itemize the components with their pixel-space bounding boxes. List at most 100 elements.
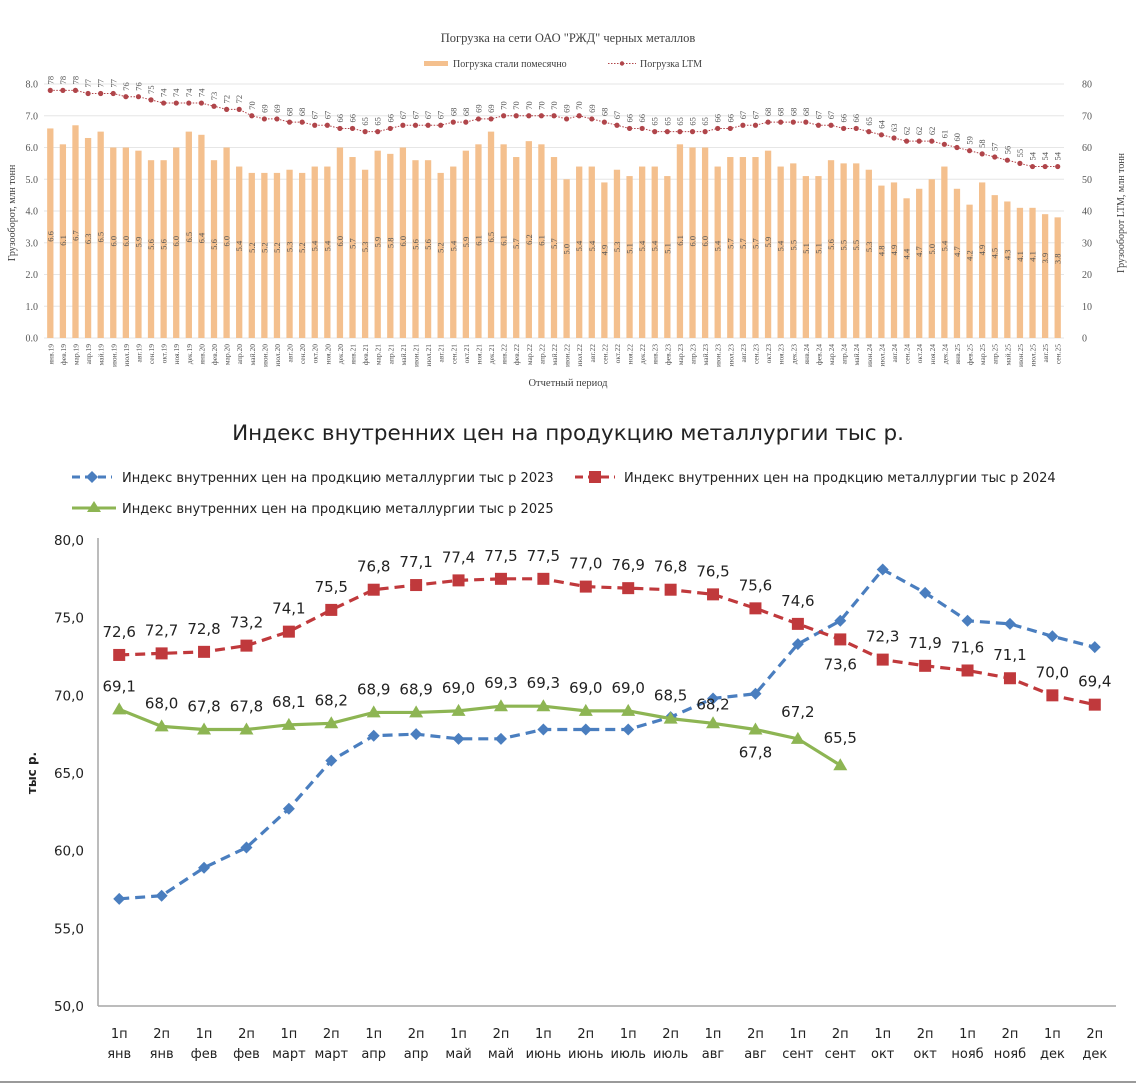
series-2024-value-label: 71,6 [951,638,984,656]
bar-value-label: 6.0 [121,236,131,247]
series-2024-point [961,664,974,677]
series-2023-point [198,861,211,874]
monthly-loading-bar [147,160,155,338]
ltm-value-label: 65 [650,117,660,126]
ltm-point [211,103,217,109]
bar-value-label: 4.5 [990,248,1000,259]
bottom-x-tick-month: апр [361,1047,386,1062]
ltm-value-label: 58 [977,139,987,148]
bottom-divider [0,1081,1136,1083]
ltm-value-label: 62 [914,127,924,136]
ltm-value-label: 68 [461,108,471,117]
ltm-value-label: 65 [688,117,698,126]
bar-value-label: 5.4 [310,240,320,251]
ltm-point [173,100,179,106]
top-x-tick-label: мар.24 [827,344,836,365]
series-2025-value-label: 68,5 [654,687,687,705]
top-x-tick-label: дек.20 [336,344,345,364]
monthly-loading-bar [538,144,545,338]
series-2023-point [282,802,295,815]
top-y2-tick-label: 30 [1082,238,1092,249]
ltm-point [198,100,205,106]
series-2025-value-label: 69,0 [569,679,602,697]
ltm-point [966,148,973,154]
ltm-point [161,100,167,106]
series-2025-value-label: 69,3 [527,674,560,692]
ltm-point [526,113,532,119]
bottom-x-tick-half: 1п [365,1027,382,1042]
bottom-x-tick-month: дек [1082,1047,1107,1062]
bar-value-label: 5.7 [549,238,559,249]
monthly-loading-bar [349,157,356,338]
ltm-point [652,129,658,135]
ltm-value-label: 70 [247,101,257,110]
legend-2024-square-icon [589,471,601,483]
bar-value-label: 6.1 [675,235,685,246]
bar-value-label: 5.8 [385,237,395,248]
monthly-loading-bar [916,188,923,338]
monthly-loading-bar [840,163,847,338]
top-x-tick-label: ноя.19 [172,344,181,365]
legend-2023-label: Индекс внутренних цен на продкцию металл… [122,471,554,486]
monthly-loading-bar [487,131,495,338]
bar-value-label: 5.6 [410,239,420,250]
series-2025-point [366,705,381,718]
bar-value-label: 4.9 [599,245,609,256]
bar-value-label: 5.4 [713,240,723,251]
bottom-x-tick-month: фев [191,1047,218,1062]
ltm-point [979,151,985,157]
bottom-y-tick-label: 75,0 [54,611,84,627]
bar-value-label: 6.1 [536,235,546,246]
ltm-point [677,129,683,135]
monthly-loading-bar [286,169,293,338]
bar-value-label: 5.2 [259,242,269,253]
top-y-tick-label: 6.0 [26,143,39,154]
top-y2-tick-label: 80 [1082,80,1092,91]
bar-value-label: 5.1 [813,243,823,254]
top-x-tick-label: мар.20 [223,344,232,365]
series-2025-point [748,722,763,735]
series-2025-value-label: 68,2 [696,695,729,713]
ltm-point [727,125,733,132]
ltm-value-label: 78 [58,76,68,85]
ltm-value-label: 66 [851,114,861,123]
series-2024-point [494,572,507,585]
ltm-point [563,116,570,122]
ltm-point [85,90,91,97]
monthly-loading-bar [361,169,369,338]
bottom-x-tick-half: 1п [874,1027,891,1042]
ltm-value-label: 68 [297,108,307,117]
top-x-tick-label: авг.25 [1041,344,1050,363]
bar-value-label: 5.2 [436,242,446,253]
top-x-tick-label: окт.21 [462,344,471,364]
ltm-point [614,122,620,128]
ltm-value-label: 63 [889,123,899,132]
top-x-tick-label: фев.19 [59,344,68,365]
ltm-value-label: 67 [813,111,823,120]
bottom-x-tick-month: янв [107,1047,131,1062]
ltm-point [463,119,469,125]
monthly-loading-bar [475,144,482,338]
monthly-loading-bar [59,144,67,338]
ltm-point [551,113,557,119]
bar-value-label: 5.1 [662,243,672,254]
ltm-value-label: 75 [146,85,156,94]
ltm-value-label: 65 [662,117,672,126]
ltm-point [349,125,356,132]
legend-bar-label: Погрузка стали помесячно [453,59,567,70]
monthly-loading-bar [714,166,721,338]
top-x-tick-label: июл.22 [575,344,584,367]
series-2025-value-label: 65,5 [824,729,857,747]
ltm-value-label: 74 [196,88,206,97]
top-x-tick-label: сен.23 [751,344,760,364]
series-2023-point [113,892,126,905]
ltm-point [148,97,154,103]
ltm-value-label: 66 [713,114,723,123]
series-2023-point [707,692,720,705]
monthly-loading-bar [752,157,759,338]
ltm-point [425,122,431,128]
bar-value-label: 5.0 [927,244,937,255]
top-x-tick-label: сен.21 [449,344,458,364]
bar-value-label: 5.2 [297,242,307,253]
ltm-point [1004,157,1010,163]
